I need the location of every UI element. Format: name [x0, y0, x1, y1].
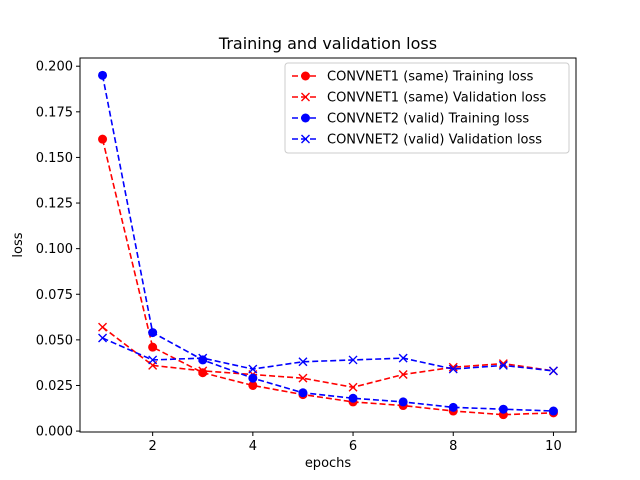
series-3-point — [98, 70, 108, 80]
series-1-point — [198, 368, 208, 378]
x-tick-label: 2 — [149, 439, 157, 454]
series-1-point — [98, 134, 108, 144]
series-2-line — [102, 326, 554, 389]
legend-marker — [301, 113, 310, 123]
axes-frame — [79, 57, 577, 433]
legend-label: CONVNET2 (valid) Training loss — [327, 112, 529, 127]
legend: CONVNET1 (same) Training loss CONVNET1 (s… — [284, 62, 570, 154]
x-tick-label: 6 — [349, 439, 357, 454]
x-tick-label: 10 — [545, 439, 562, 454]
legend-label: CONVNET1 (same) Validation loss — [327, 91, 547, 106]
series-3-line — [101, 75, 554, 412]
y-tick-label: 0.100 — [36, 242, 73, 257]
series-2-point — [198, 366, 208, 376]
series-4 — [98, 333, 558, 376]
y-tick-label: 0.200 — [36, 60, 73, 75]
series-2-point — [98, 322, 108, 332]
legend-entry: CONVNET2 (valid) Validation loss — [292, 133, 542, 148]
plot-area — [98, 70, 558, 420]
series-3-point — [548, 406, 558, 416]
legend-marker — [301, 134, 310, 144]
y-tick-label: 0.150 — [36, 151, 73, 166]
series-4-point — [398, 353, 408, 363]
series-4-line — [102, 337, 554, 372]
series-4-point — [498, 360, 508, 370]
series-3-point — [348, 393, 358, 403]
series-4-point — [98, 333, 108, 343]
legend-marker — [301, 92, 310, 102]
series-4-point — [248, 364, 258, 374]
y-tick-label: 0.050 — [36, 333, 73, 348]
legend-box — [284, 62, 570, 154]
series-3-point — [498, 404, 508, 414]
legend-label: CONVNET1 (same) Training loss — [327, 70, 534, 85]
y-tick-label: 0.025 — [36, 379, 73, 394]
series-3-point — [398, 397, 408, 407]
legend-marker — [301, 71, 310, 81]
x-tick-label: 4 — [249, 439, 257, 454]
series-4-point — [448, 364, 458, 374]
x-tick-label: 8 — [449, 439, 457, 454]
series-2-point — [298, 373, 308, 383]
series-2-point — [348, 382, 358, 392]
y-tick-label: 0.175 — [36, 105, 73, 120]
y-tick-label: 0.075 — [36, 288, 73, 303]
series-3-point — [148, 328, 158, 338]
series-1-line — [101, 139, 554, 416]
axes: 2 4 6 8 10 0.000 0.025 0.050 0.075 0.100 0.125 0.15… — [36, 57, 577, 454]
x-axis-label: epochs — [305, 456, 352, 471]
series-2-point — [448, 362, 458, 372]
series-3-point — [298, 388, 308, 398]
series-1-point — [248, 380, 258, 390]
legend-entry: CONVNET1 (same) Validation loss — [292, 91, 547, 106]
y-axis-label: loss — [11, 232, 26, 257]
series-3 — [98, 70, 558, 416]
series-4-point — [548, 366, 558, 376]
legend-entry: CONVNET1 (same) Training loss — [292, 70, 534, 85]
series-3-point — [248, 373, 258, 383]
series-2-point — [398, 370, 408, 380]
series-4-point — [348, 355, 358, 365]
series-4-point — [148, 355, 158, 365]
chart-title: Training and validation loss — [218, 34, 437, 53]
legend-entry: CONVNET2 (valid) Training loss — [292, 112, 529, 127]
y-tick-label: 0.125 — [36, 197, 73, 212]
y-tick-label: 0.000 — [36, 425, 73, 440]
series-3-point — [448, 402, 458, 412]
series-1-point — [148, 342, 158, 352]
series-4-point — [298, 357, 308, 367]
series-3-point — [198, 355, 208, 365]
series-4-point — [198, 353, 208, 363]
legend-label: CONVNET2 (valid) Validation loss — [327, 133, 542, 148]
